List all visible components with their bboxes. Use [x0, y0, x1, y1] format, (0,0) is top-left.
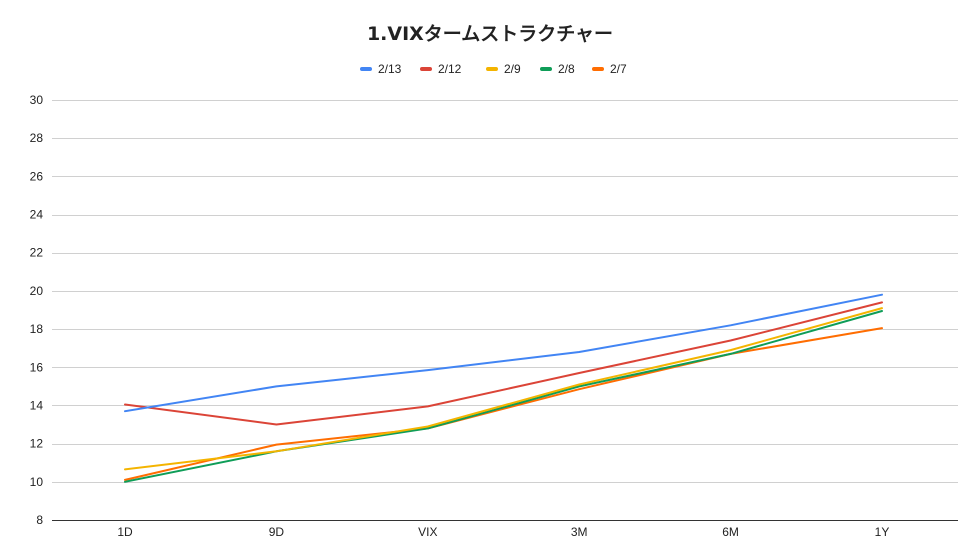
series-line-2-7 [124, 327, 883, 481]
series-line-2-12 [124, 301, 883, 426]
legend-swatch [486, 67, 498, 71]
y-tick-label: 12 [30, 437, 44, 451]
chart-title: 1.VIXタームストラクチャー [367, 23, 613, 45]
y-tick-label: 20 [30, 284, 44, 298]
x-tick-label: VIX [418, 525, 437, 539]
y-tick-label: 30 [30, 93, 44, 107]
legend-label: 2/9 [504, 62, 521, 76]
legend-swatch [592, 67, 604, 71]
x-tick-label: 3M [571, 525, 588, 539]
legend: 2/13 2/12 2/9 2/8 2/7 [360, 62, 627, 76]
y-tick-label: 26 [30, 169, 44, 183]
series-lines [124, 293, 883, 483]
legend-label: 2/8 [558, 62, 575, 76]
y-tick-label: 8 [36, 513, 43, 527]
series-line-2-8 [124, 310, 883, 483]
y-axis-ticks: 8 10 12 14 16 18 20 22 24 26 28 30 [30, 93, 44, 527]
y-tick-label: 24 [30, 208, 44, 222]
y-tick-label: 16 [30, 360, 44, 374]
y-tick-label: 18 [30, 322, 44, 336]
legend-label: 2/13 [378, 62, 402, 76]
x-axis-ticks: 1D 9D VIX 3M 6M 1Y [117, 525, 889, 539]
y-tick-label: 14 [30, 398, 44, 412]
x-tick-label: 1Y [875, 525, 890, 539]
y-tick-label: 22 [30, 246, 44, 260]
legend-label: 2/12 [438, 62, 462, 76]
gridlines [52, 100, 958, 521]
y-tick-label: 28 [30, 131, 44, 145]
x-tick-label: 1D [117, 525, 133, 539]
y-tick-label: 10 [30, 475, 44, 489]
legend-swatch [540, 67, 552, 71]
legend-swatch [360, 67, 372, 71]
x-tick-label: 9D [269, 525, 285, 539]
x-tick-label: 6M [722, 525, 739, 539]
legend-swatch [420, 67, 432, 71]
series-line-2-13 [124, 293, 883, 413]
series-line-2-9 [124, 307, 883, 471]
legend-label: 2/7 [610, 62, 627, 76]
